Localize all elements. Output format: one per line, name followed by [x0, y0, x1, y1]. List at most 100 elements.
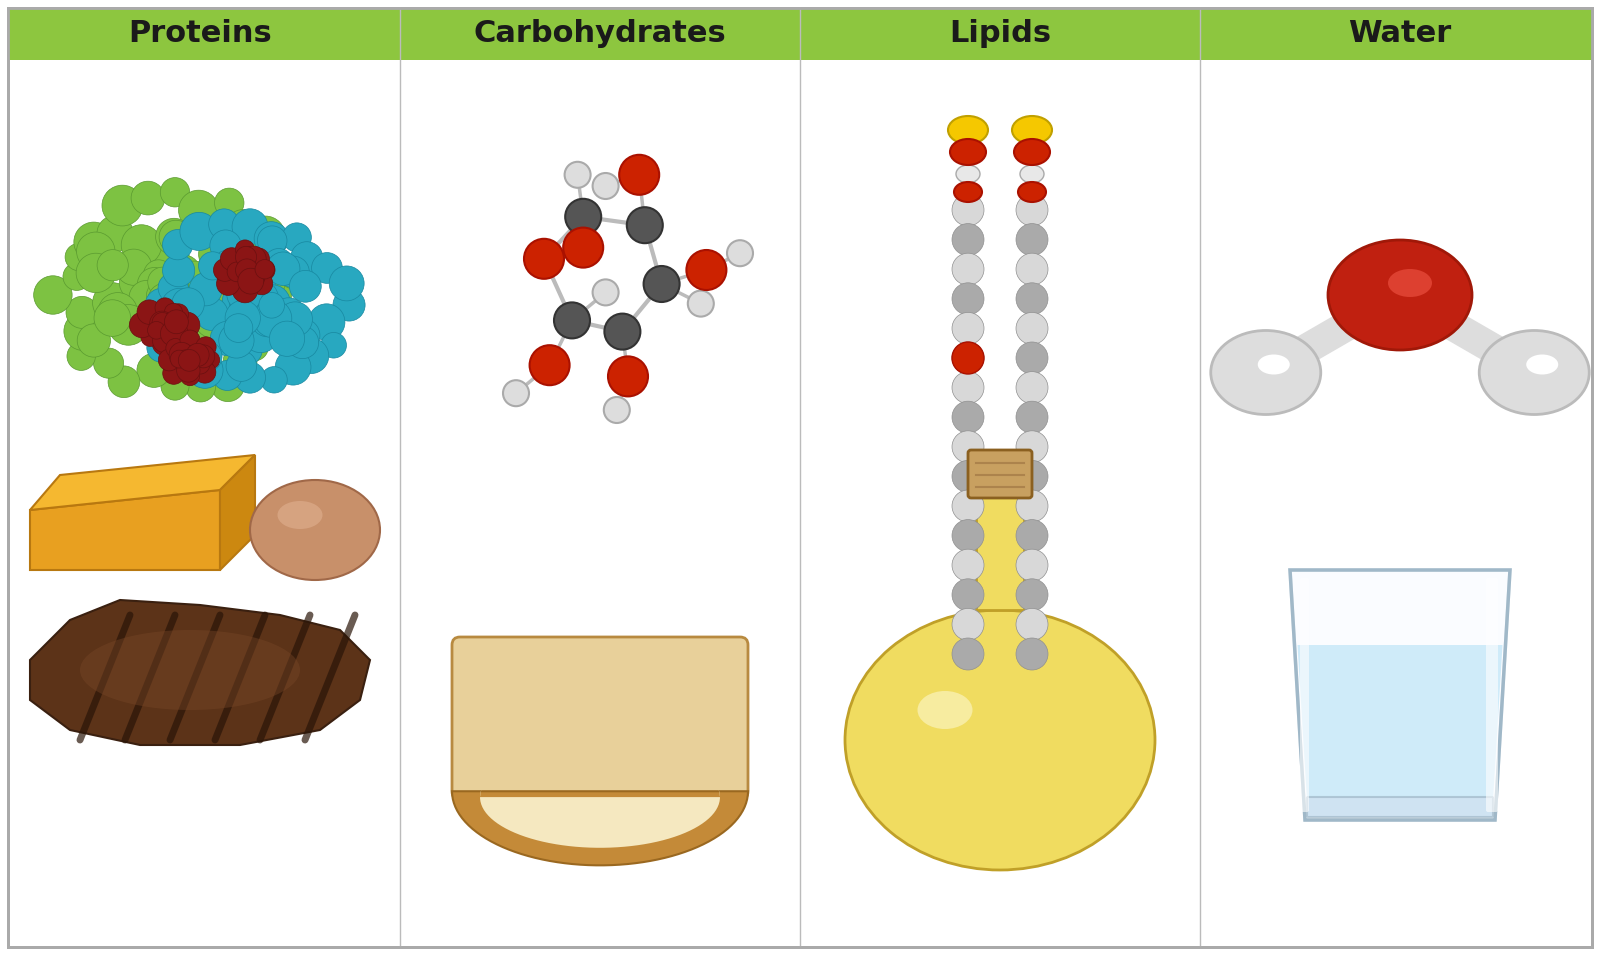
Ellipse shape [163, 362, 184, 384]
Ellipse shape [168, 304, 189, 325]
Ellipse shape [122, 224, 162, 265]
Ellipse shape [248, 246, 275, 275]
Ellipse shape [213, 360, 242, 391]
Ellipse shape [147, 284, 182, 317]
Ellipse shape [603, 397, 630, 423]
Ellipse shape [189, 273, 222, 306]
Polygon shape [221, 455, 254, 570]
Ellipse shape [154, 313, 176, 336]
Ellipse shape [608, 356, 648, 396]
Ellipse shape [222, 286, 254, 317]
Ellipse shape [230, 264, 259, 292]
Ellipse shape [208, 209, 240, 240]
Ellipse shape [194, 265, 234, 306]
Ellipse shape [240, 264, 262, 286]
Ellipse shape [171, 329, 189, 347]
Ellipse shape [1016, 312, 1048, 345]
Ellipse shape [166, 338, 186, 358]
Ellipse shape [227, 276, 262, 311]
Ellipse shape [1016, 371, 1048, 404]
Ellipse shape [224, 313, 253, 343]
Ellipse shape [163, 229, 192, 260]
Ellipse shape [592, 280, 619, 306]
Ellipse shape [275, 350, 310, 385]
Ellipse shape [845, 610, 1155, 870]
Ellipse shape [138, 353, 171, 388]
Ellipse shape [216, 276, 256, 317]
Ellipse shape [248, 248, 269, 270]
Ellipse shape [181, 302, 219, 340]
Ellipse shape [202, 255, 235, 289]
Ellipse shape [254, 222, 288, 256]
Ellipse shape [253, 276, 291, 314]
Ellipse shape [952, 549, 984, 582]
Ellipse shape [130, 312, 155, 338]
Ellipse shape [160, 272, 189, 301]
Ellipse shape [192, 341, 222, 371]
Ellipse shape [67, 342, 96, 371]
Ellipse shape [251, 305, 283, 337]
Ellipse shape [146, 280, 178, 312]
Ellipse shape [245, 216, 285, 256]
Ellipse shape [155, 219, 192, 255]
Ellipse shape [269, 298, 304, 333]
Ellipse shape [726, 241, 754, 266]
Polygon shape [30, 600, 370, 745]
Ellipse shape [150, 311, 174, 335]
Ellipse shape [952, 431, 984, 463]
Ellipse shape [952, 520, 984, 552]
Ellipse shape [1016, 401, 1048, 434]
Ellipse shape [592, 173, 619, 199]
Ellipse shape [947, 116, 989, 144]
Ellipse shape [1013, 116, 1053, 144]
Ellipse shape [230, 289, 261, 320]
Ellipse shape [187, 352, 222, 389]
Ellipse shape [235, 292, 272, 330]
Ellipse shape [232, 334, 262, 365]
Ellipse shape [1016, 579, 1048, 611]
Ellipse shape [64, 312, 102, 350]
Text: Water: Water [1349, 19, 1451, 49]
Ellipse shape [194, 361, 216, 383]
Ellipse shape [219, 323, 254, 358]
Ellipse shape [565, 199, 602, 235]
Ellipse shape [235, 246, 256, 267]
Ellipse shape [152, 329, 178, 355]
Ellipse shape [1016, 342, 1048, 374]
Ellipse shape [94, 300, 131, 336]
Ellipse shape [138, 300, 162, 325]
Ellipse shape [198, 252, 227, 280]
Ellipse shape [150, 244, 187, 281]
Ellipse shape [174, 261, 214, 302]
Ellipse shape [152, 241, 189, 278]
Ellipse shape [232, 277, 258, 303]
Ellipse shape [210, 321, 245, 355]
Ellipse shape [160, 321, 186, 346]
Ellipse shape [147, 333, 176, 362]
Ellipse shape [1328, 240, 1472, 350]
Ellipse shape [278, 256, 309, 287]
Ellipse shape [173, 308, 213, 348]
Ellipse shape [245, 267, 266, 287]
Ellipse shape [1016, 460, 1048, 493]
Ellipse shape [74, 223, 114, 262]
Ellipse shape [186, 344, 210, 367]
Ellipse shape [102, 185, 142, 226]
Ellipse shape [952, 460, 984, 493]
Ellipse shape [214, 188, 243, 218]
Ellipse shape [952, 579, 984, 611]
Ellipse shape [278, 302, 312, 336]
Ellipse shape [173, 288, 205, 320]
Ellipse shape [66, 296, 98, 329]
Ellipse shape [77, 232, 115, 270]
Ellipse shape [141, 328, 160, 347]
Ellipse shape [952, 283, 984, 315]
Ellipse shape [157, 272, 186, 302]
Polygon shape [30, 490, 221, 570]
Ellipse shape [563, 227, 603, 267]
Ellipse shape [227, 262, 246, 282]
Ellipse shape [235, 362, 266, 393]
Ellipse shape [138, 267, 171, 302]
Ellipse shape [131, 181, 165, 215]
Ellipse shape [158, 350, 181, 371]
